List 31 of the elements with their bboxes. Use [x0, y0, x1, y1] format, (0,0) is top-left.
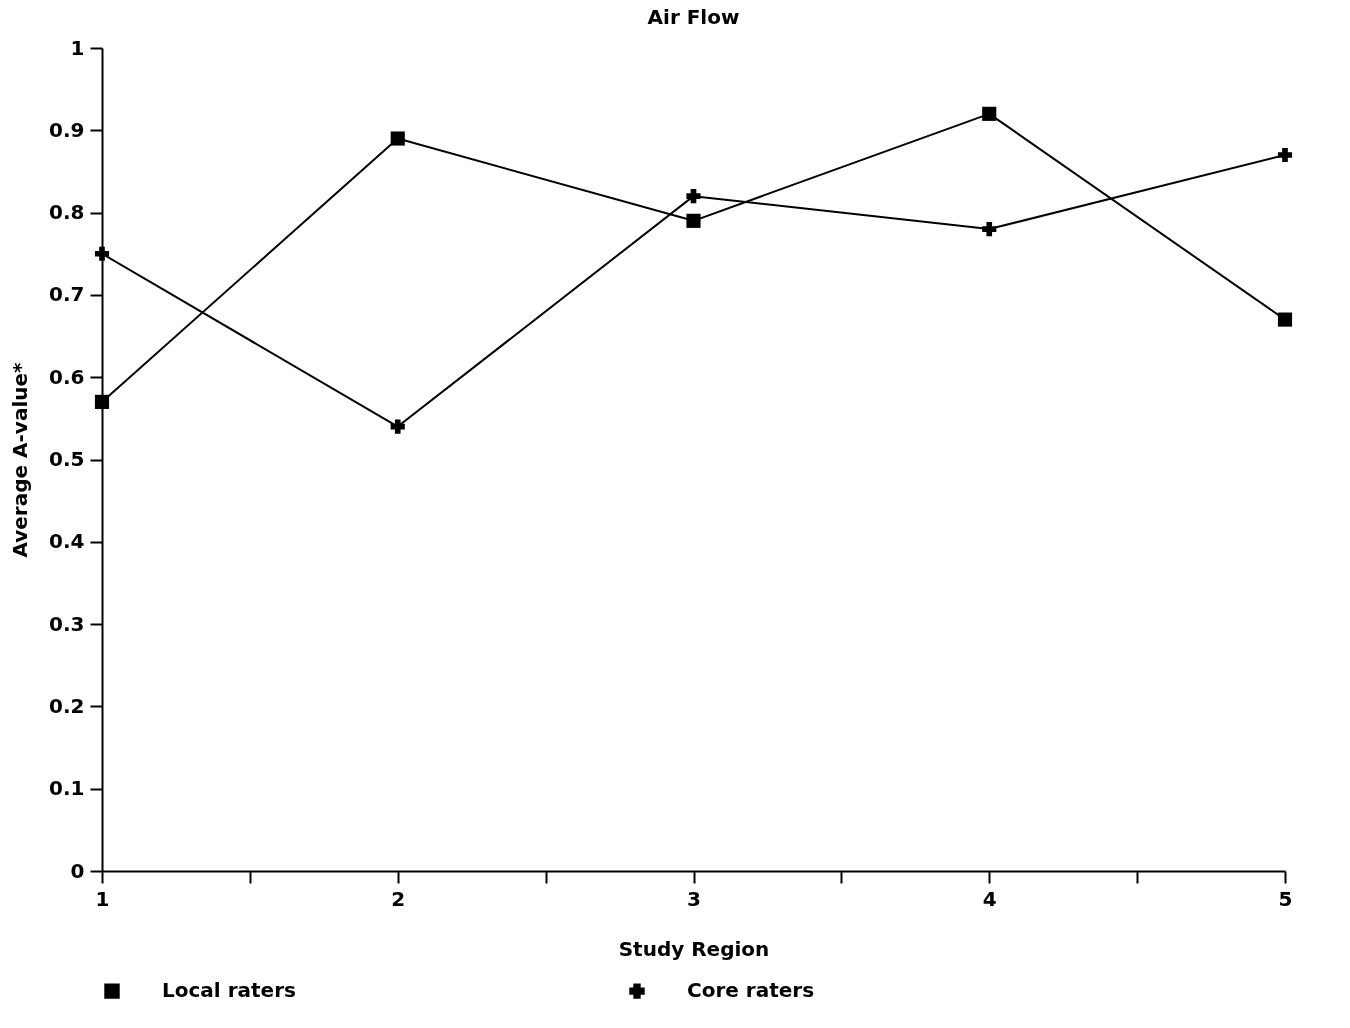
y-tick-label: 1 — [70, 35, 85, 60]
point — [982, 221, 997, 237]
point — [94, 394, 110, 409]
x-axis-title: Study Region — [618, 936, 770, 961]
y-tick-label: 0.6 — [49, 364, 85, 389]
y-tick-label: 0.1 — [49, 776, 85, 801]
chart-title: Air Flow — [647, 5, 740, 29]
x-tick-label: 2 — [391, 886, 406, 911]
point — [1277, 147, 1293, 163]
y-tick-label: 0.8 — [49, 200, 85, 225]
legend-label: Core raters — [687, 978, 815, 1003]
point — [1277, 312, 1293, 327]
x-tick-label: 4 — [982, 886, 997, 911]
point — [686, 213, 701, 228]
y-tick-label: 0 — [70, 858, 85, 883]
legend-label: Local raters — [162, 978, 296, 1003]
point — [94, 246, 110, 261]
point — [686, 189, 701, 204]
y-tick-label: 0.2 — [49, 693, 85, 718]
y-tick-label: 0.5 — [49, 447, 85, 471]
y-tick-label: 0.4 — [49, 529, 85, 554]
x-tick-label: 5 — [1278, 886, 1293, 911]
y-tick-label: 0.7 — [49, 282, 85, 307]
point — [390, 419, 405, 434]
y-axis-title: Average A-value* — [8, 361, 33, 558]
x-tick-label: 1 — [95, 886, 110, 911]
point — [390, 131, 405, 146]
point — [982, 106, 997, 121]
x-tick-label: 3 — [687, 886, 701, 911]
y-tick-label: 0.3 — [49, 611, 85, 636]
y-tick-label: 0.9 — [49, 117, 85, 142]
